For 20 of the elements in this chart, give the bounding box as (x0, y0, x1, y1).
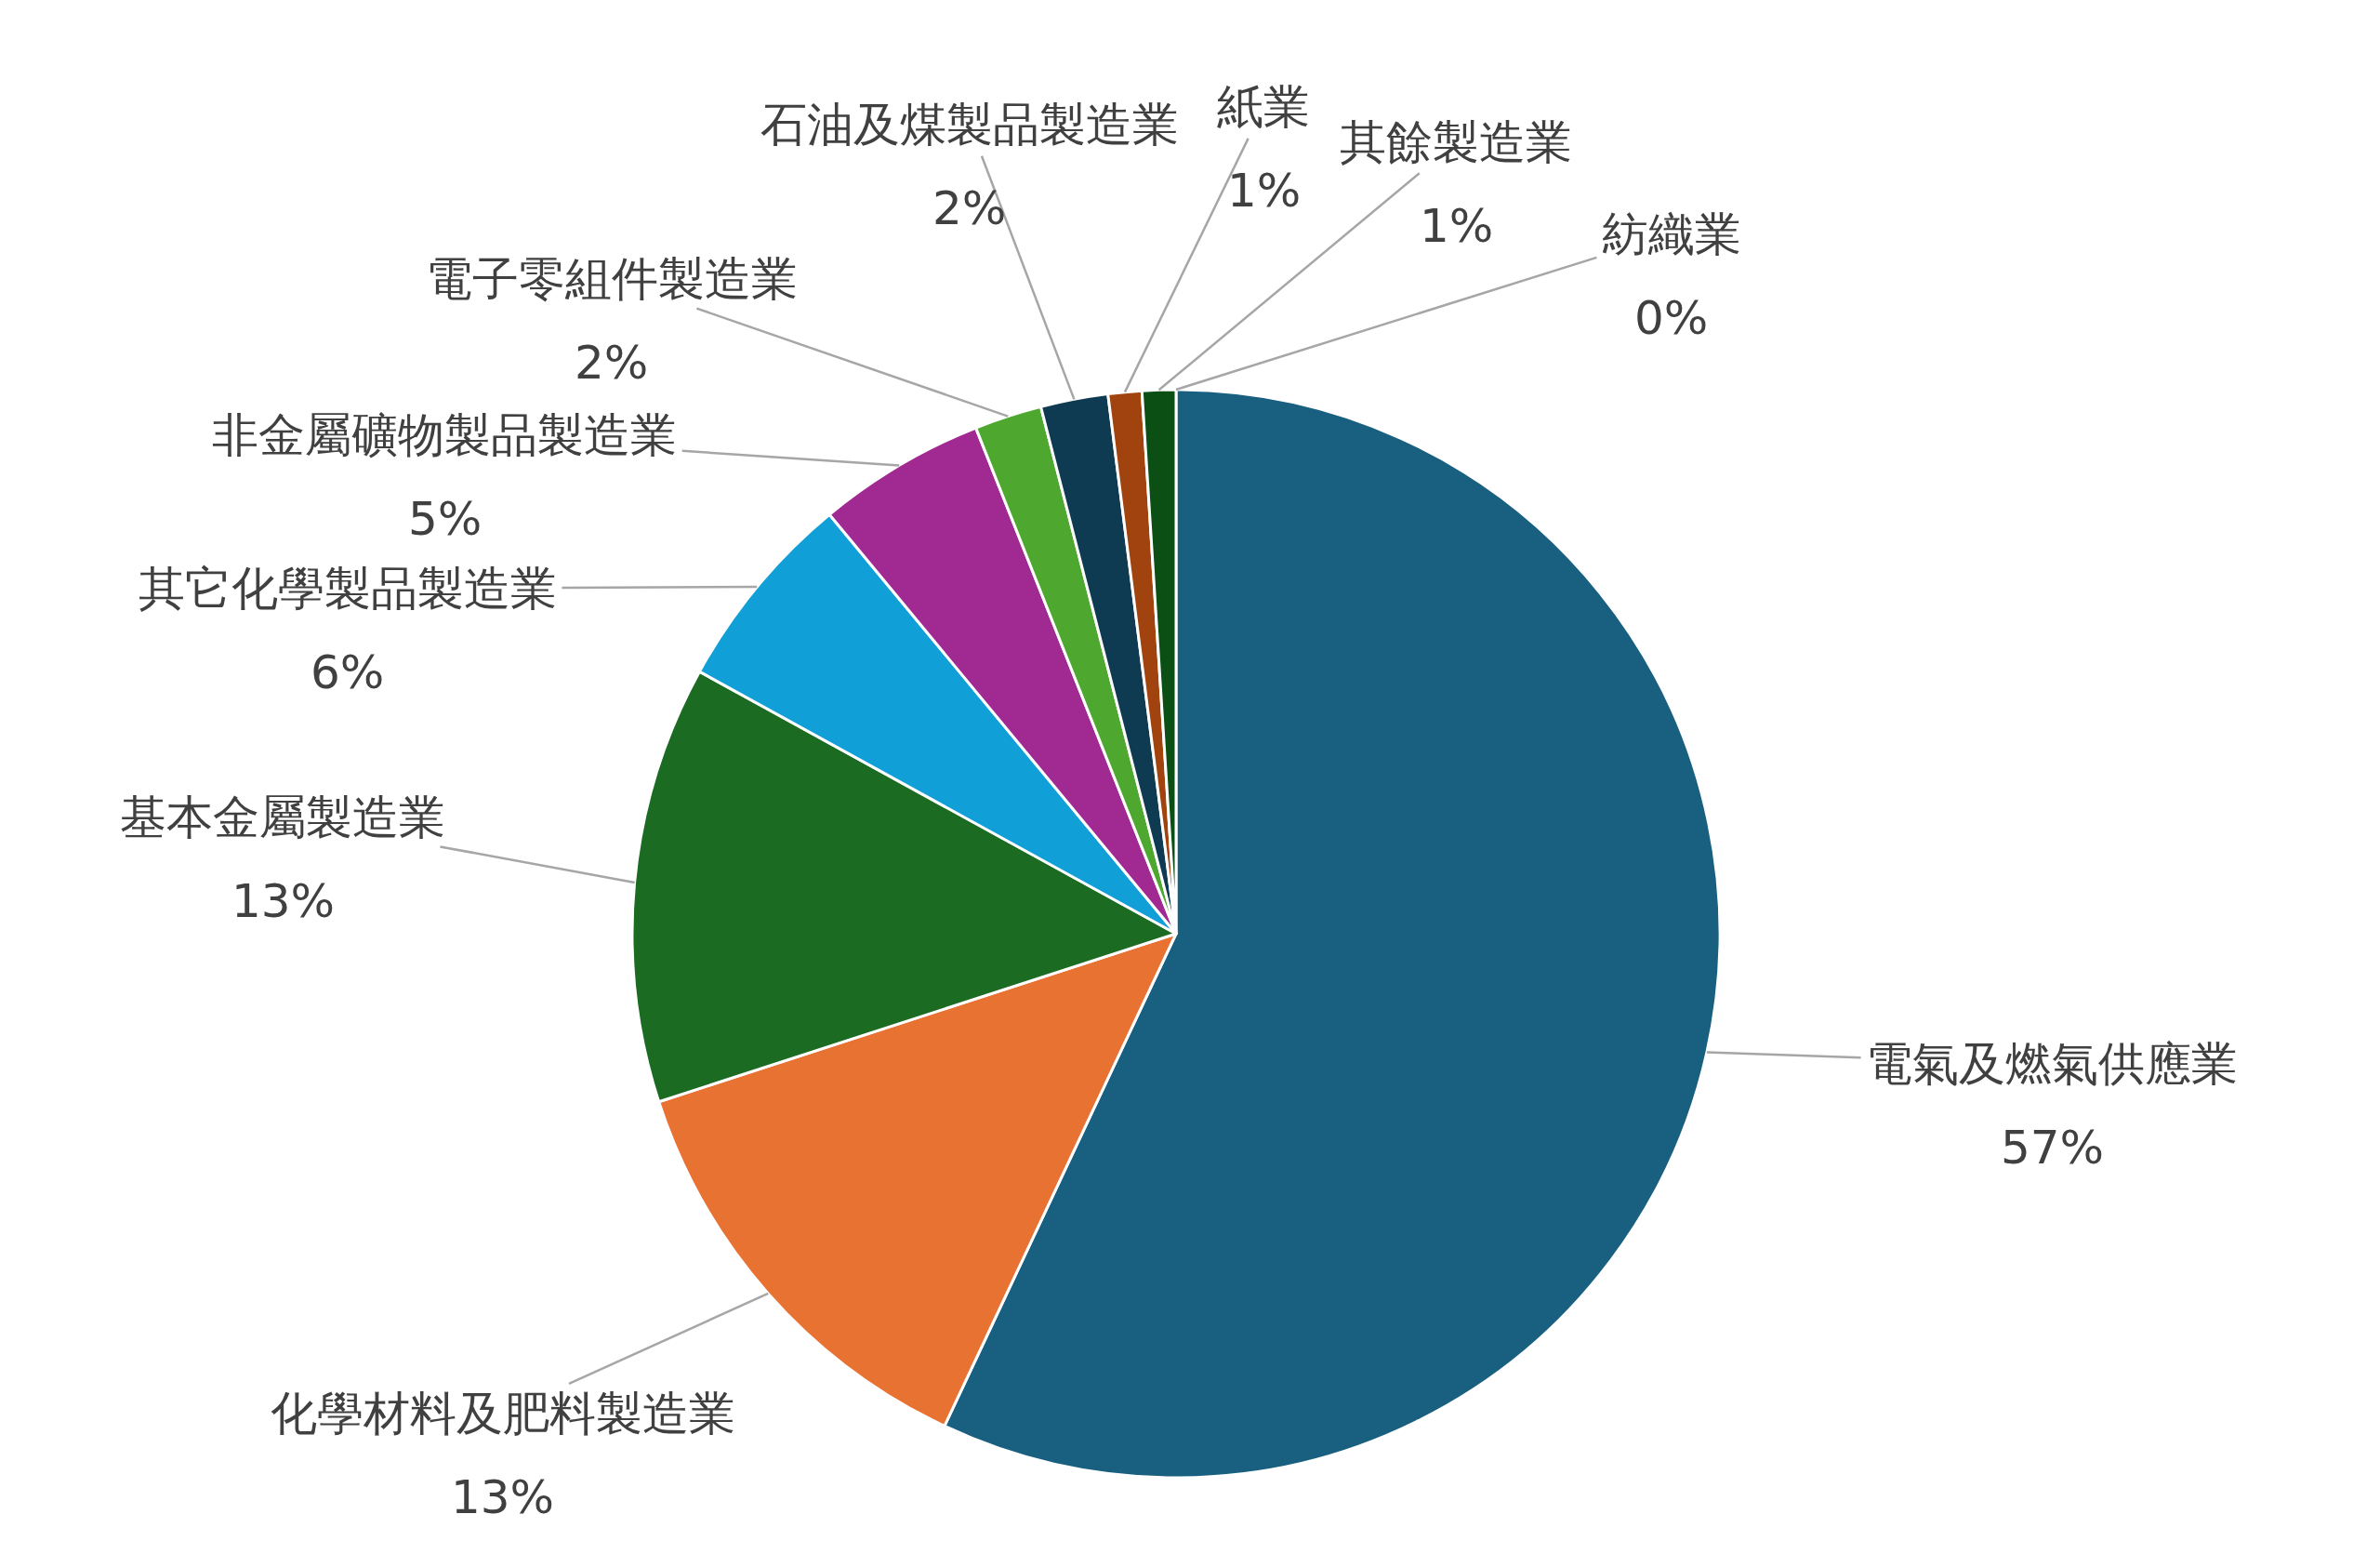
slice-label: 電氣及燃氣供應業 (1866, 1037, 2238, 1091)
slice-label: 其它化學製品製造業 (139, 562, 557, 616)
category-label: 紡織業 (1602, 207, 1741, 261)
slice-label: 非金屬礦物製品製造業 (212, 408, 677, 462)
data-label: 2% (932, 181, 1007, 235)
slice-label: 其餘製造業 (1340, 115, 1572, 169)
slice-label: 基本金屬製造業 (120, 790, 445, 844)
data-label: 13% (451, 1470, 555, 1524)
data-label: 5% (408, 492, 483, 546)
data-label: 6% (311, 645, 385, 699)
data-label: 2% (575, 336, 649, 390)
data-label: 57% (2001, 1121, 2105, 1175)
data-label: 13% (231, 874, 336, 928)
slice-label: 紙業 (1217, 80, 1310, 134)
slice-label: 電子零組件製造業 (426, 252, 798, 306)
data-label: 1% (1227, 164, 1302, 218)
data-label: 1% (1420, 199, 1494, 253)
slice-label: 石油及煤製品製造業 (760, 98, 1179, 152)
text: 0% (1634, 291, 1709, 345)
slice-label: 化學材料及肥料製造業 (271, 1387, 735, 1441)
